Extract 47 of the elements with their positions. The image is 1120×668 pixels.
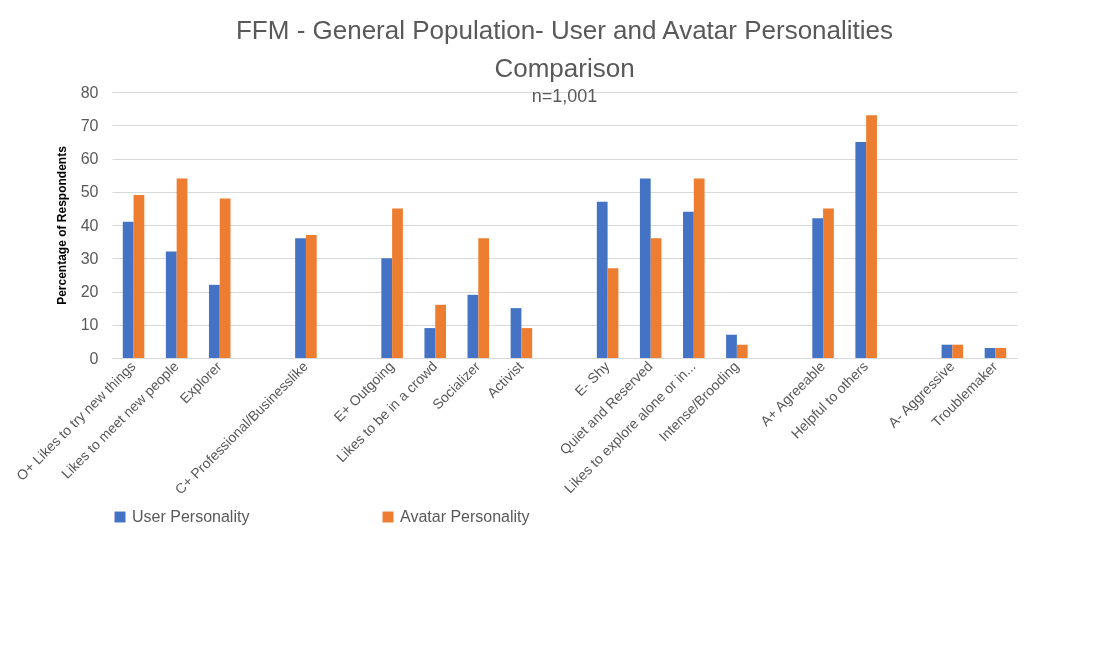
bar xyxy=(295,238,306,358)
bar xyxy=(467,294,479,358)
y-tick-label: 20 xyxy=(80,283,99,300)
bar xyxy=(176,178,188,358)
bar xyxy=(607,268,619,358)
bar xyxy=(219,198,231,358)
y-tick-label: 10 xyxy=(80,316,99,334)
bar xyxy=(165,251,177,358)
chart-subtitle: n=1,001 xyxy=(531,86,598,106)
bar xyxy=(855,141,867,358)
bar xyxy=(133,195,145,358)
y-tick-label: 60 xyxy=(80,150,99,167)
bar xyxy=(424,328,436,358)
y-axis-title: Percentage of Respondents xyxy=(54,145,69,305)
y-tick-label: 80 xyxy=(80,83,99,101)
y-tick-label: 50 xyxy=(80,183,99,201)
y-tick-label: 40 xyxy=(80,216,99,234)
legend-label: Avatar Personality xyxy=(400,508,530,525)
bar xyxy=(208,284,220,358)
bar xyxy=(736,344,748,358)
legend-label: User Personality xyxy=(132,508,250,525)
bar xyxy=(305,234,317,358)
text: FFM - General Population- User and Avatar Personalities xyxy=(235,15,894,45)
bar xyxy=(726,334,737,358)
bar xyxy=(639,178,651,358)
bar xyxy=(381,258,393,358)
y-tick-label: 70 xyxy=(80,116,99,134)
text: Comparison xyxy=(494,53,635,83)
bar xyxy=(952,344,964,358)
bar xyxy=(650,238,662,358)
bar xyxy=(596,201,608,358)
bar xyxy=(510,308,522,358)
y-tick-label: 0 xyxy=(89,349,99,367)
bar xyxy=(478,238,490,358)
bar xyxy=(995,348,1007,358)
bar xyxy=(683,211,694,358)
bar xyxy=(984,348,996,358)
bar xyxy=(435,304,446,358)
bar xyxy=(941,344,953,358)
bar xyxy=(392,208,403,358)
bar xyxy=(693,178,705,358)
bar xyxy=(122,221,134,358)
y-tick-label: 30 xyxy=(80,249,99,267)
bar xyxy=(823,208,834,358)
bar xyxy=(812,218,824,358)
bar xyxy=(866,115,877,358)
bar xyxy=(521,328,533,358)
